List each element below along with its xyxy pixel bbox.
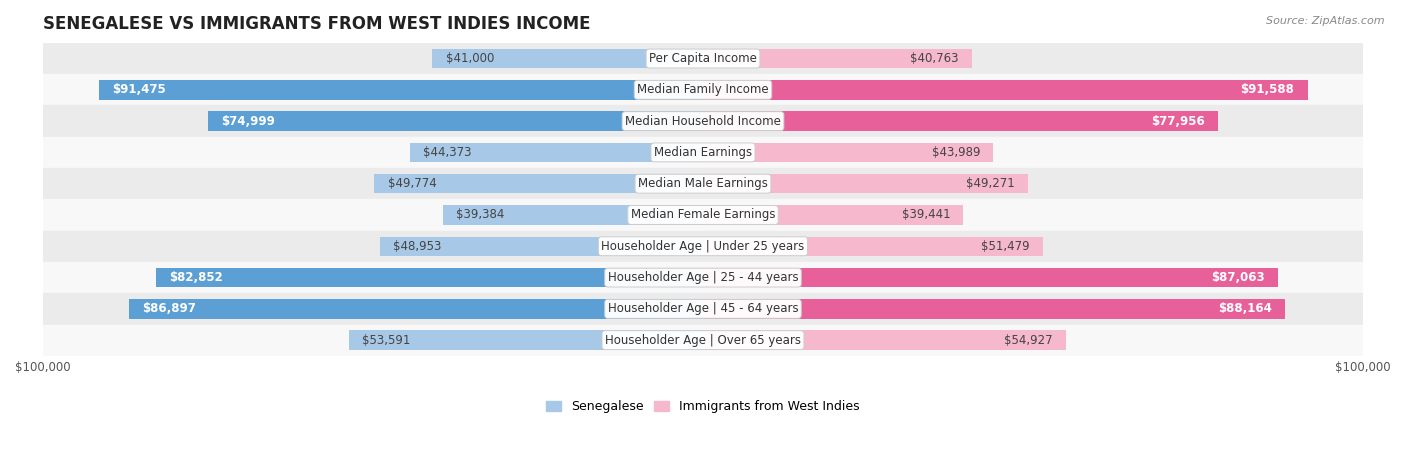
Bar [703, 331, 1066, 350]
Text: $44,373: $44,373 [423, 146, 472, 159]
Bar [411, 143, 703, 162]
Text: $43,989: $43,989 [932, 146, 980, 159]
Bar [42, 293, 1364, 325]
Bar [703, 112, 1218, 131]
Text: $48,953: $48,953 [394, 240, 441, 253]
Text: Median Household Income: Median Household Income [626, 114, 780, 127]
Text: Median Earnings: Median Earnings [654, 146, 752, 159]
Bar [42, 199, 1364, 231]
Text: Householder Age | 45 - 64 years: Householder Age | 45 - 64 years [607, 302, 799, 315]
Text: $91,588: $91,588 [1240, 83, 1295, 96]
Text: $74,999: $74,999 [221, 114, 276, 127]
Text: $49,271: $49,271 [966, 177, 1015, 190]
Bar [703, 80, 1308, 99]
Text: $88,164: $88,164 [1218, 302, 1272, 315]
Bar [703, 237, 1043, 256]
Bar [703, 143, 994, 162]
Bar [703, 268, 1278, 287]
Text: $87,063: $87,063 [1211, 271, 1264, 284]
Bar [42, 325, 1364, 356]
Bar [156, 268, 703, 287]
Bar [98, 80, 703, 99]
Text: $51,479: $51,479 [981, 240, 1029, 253]
Bar [374, 174, 703, 193]
Text: Householder Age | Under 25 years: Householder Age | Under 25 years [602, 240, 804, 253]
Bar [42, 137, 1364, 168]
Text: Householder Age | 25 - 44 years: Householder Age | 25 - 44 years [607, 271, 799, 284]
Legend: Senegalese, Immigrants from West Indies: Senegalese, Immigrants from West Indies [541, 396, 865, 418]
Text: $53,591: $53,591 [363, 333, 411, 347]
Bar [349, 331, 703, 350]
Bar [42, 43, 1364, 74]
Text: Median Male Earnings: Median Male Earnings [638, 177, 768, 190]
Text: Householder Age | Over 65 years: Householder Age | Over 65 years [605, 333, 801, 347]
Text: SENEGALESE VS IMMIGRANTS FROM WEST INDIES INCOME: SENEGALESE VS IMMIGRANTS FROM WEST INDIE… [42, 15, 591, 33]
Bar [42, 74, 1364, 106]
Bar [380, 237, 703, 256]
Bar [443, 205, 703, 225]
Text: $41,000: $41,000 [446, 52, 494, 65]
Bar [42, 168, 1364, 199]
Text: Median Family Income: Median Family Income [637, 83, 769, 96]
Bar [129, 299, 703, 318]
Text: Median Female Earnings: Median Female Earnings [631, 208, 775, 221]
Text: $39,384: $39,384 [456, 208, 505, 221]
Text: Per Capita Income: Per Capita Income [650, 52, 756, 65]
Text: $39,441: $39,441 [901, 208, 950, 221]
Bar [42, 106, 1364, 137]
Bar [42, 262, 1364, 293]
Text: $91,475: $91,475 [112, 83, 166, 96]
Text: $82,852: $82,852 [169, 271, 224, 284]
Bar [703, 205, 963, 225]
Bar [703, 49, 972, 68]
Bar [42, 231, 1364, 262]
Text: $54,927: $54,927 [1004, 333, 1053, 347]
Text: Source: ZipAtlas.com: Source: ZipAtlas.com [1267, 16, 1385, 26]
Bar [703, 299, 1285, 318]
Text: $77,956: $77,956 [1150, 114, 1205, 127]
Text: $86,897: $86,897 [142, 302, 197, 315]
Bar [208, 112, 703, 131]
Bar [432, 49, 703, 68]
Text: $49,774: $49,774 [388, 177, 436, 190]
Bar [703, 174, 1028, 193]
Text: $40,763: $40,763 [911, 52, 959, 65]
